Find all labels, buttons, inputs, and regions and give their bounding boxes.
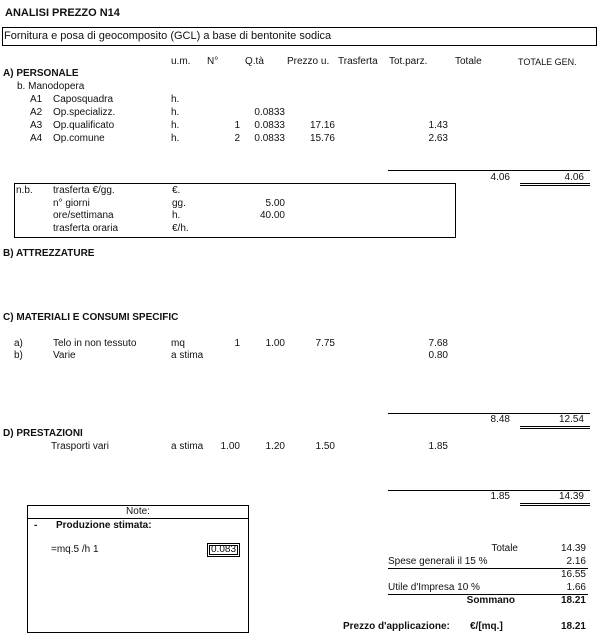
double-underline (520, 426, 590, 429)
header-totale: Totale (455, 56, 482, 67)
item-qta: 1.20 (265, 441, 285, 452)
item-totparz: 1.43 (428, 120, 448, 131)
item-name: Caposquadra (53, 94, 114, 105)
item-name: Op.comune (53, 133, 105, 144)
nb-name: trasferta oraria (53, 222, 119, 234)
item-qta: 0.0833 (254, 107, 285, 118)
item-qta: 0.0833 (254, 133, 285, 144)
nb-um: gg. (172, 197, 186, 209)
description-box: Fornitura e posa di geocomposito (GCL) a… (2, 27, 597, 46)
item-um: a stima (171, 350, 204, 361)
prestazioni-totgen: 14.39 (558, 491, 584, 502)
item-code: A4 (30, 133, 43, 144)
manodopera-label: b. Manodopera (17, 81, 85, 92)
summary-spese: 2.16 (566, 556, 586, 567)
note-value: 0.083 (207, 543, 241, 557)
section-personale: A) PERSONALE (3, 68, 79, 79)
double-underline (520, 503, 590, 506)
summary-utile: 1.66 (566, 582, 586, 593)
nb-um: €. (172, 185, 181, 196)
nb-box: n.b. trasferta €/gg. €. n° giorni gg. 5.00 or… (14, 183, 456, 238)
summary-utile-label: Utile d'Impresa 10 % (388, 582, 480, 593)
summary-sommano: 18.21 (560, 595, 586, 606)
section-prestazioni: D) PRESTAZIONI (3, 428, 83, 439)
header-totgen: TOTALE GEN. (518, 57, 577, 67)
prezzo-applicazione: 18.21 (560, 621, 586, 632)
nb-um: €/h. (172, 222, 189, 234)
note-formula: =mq.5 /h 1 (51, 544, 99, 555)
item-name: Op.specializz. (53, 107, 116, 118)
summary-spese-label: Spese generali il 15 % (388, 556, 488, 567)
divider (388, 170, 590, 171)
nb-um: h. (172, 210, 181, 221)
item-um: h. (171, 133, 180, 144)
note-dash: - (34, 520, 38, 531)
item-name: Trasporti vari (51, 441, 109, 452)
header-prezzo: Prezzo u. (287, 56, 330, 67)
item-name: Op.qualificato (53, 120, 115, 131)
header-trasferta: Trasferta (338, 56, 378, 67)
item-qta: 1.00 (265, 338, 285, 349)
item-code: b) (14, 350, 23, 361)
item-code: a) (14, 338, 23, 349)
item-um: h. (171, 107, 180, 118)
divider (388, 568, 588, 569)
personale-totale: 4.06 (490, 172, 510, 183)
header-qta: Q.tà (245, 56, 264, 67)
materiali-totale: 8.48 (490, 414, 510, 425)
item-totparz: 0.80 (428, 350, 448, 361)
note-title: Produzione stimata: (56, 520, 152, 531)
item-n: 2 (234, 133, 240, 144)
item-totparz: 1.85 (428, 441, 448, 452)
nb-name: trasferta €/gg. (53, 185, 115, 196)
item-totparz: 2.63 (428, 133, 448, 144)
item-code: A2 (30, 107, 43, 118)
prezzo-applicazione-label: Prezzo d'applicazione: (343, 621, 450, 632)
description: Fornitura e posa di geocomposito (GCL) a… (4, 30, 332, 42)
materiali-totgen: 12.54 (558, 414, 584, 425)
nb-name: n° giorni (53, 197, 90, 209)
item-um: mq (171, 338, 185, 349)
note-header: Note: (28, 506, 248, 519)
header-totparz: Tot.parz. (389, 56, 428, 67)
item-um: h. (171, 120, 180, 131)
item-name: Varie (53, 350, 76, 361)
item-code: A1 (30, 94, 43, 105)
personale-totgen: 4.06 (564, 172, 584, 183)
item-prezzo: 1.50 (315, 441, 335, 452)
item-um: h. (171, 94, 180, 105)
section-materiali: C) MATERIALI E CONSUMI SPECIFIC (3, 312, 179, 323)
page-title: ANALISI PREZZO N14 (5, 7, 120, 19)
summary-sommano-label: Sommano (466, 595, 515, 606)
item-prezzo: 17.16 (309, 120, 335, 131)
summary-subtotal: 16.55 (560, 569, 586, 580)
header-n: N° (207, 56, 219, 67)
prestazioni-totale: 1.85 (490, 491, 510, 502)
item-prezzo: 7.75 (315, 338, 335, 349)
nb-value: 40.00 (259, 210, 285, 221)
double-underline (520, 183, 590, 186)
item-um: a stima (171, 441, 204, 452)
section-attrezzature: B) ATTREZZATURE (3, 248, 95, 259)
divider (388, 490, 590, 491)
item-name: Telo in non tessuto (53, 338, 137, 349)
item-n: 1 (234, 338, 240, 349)
prezzo-unit: €/[mq.] (470, 621, 503, 632)
divider (388, 413, 590, 414)
nb-value: 5.00 (265, 197, 285, 209)
header-um: u.m. (171, 56, 191, 67)
nb-name: ore/settimana (53, 210, 114, 221)
item-code: A3 (30, 120, 43, 131)
summary-totale: 14.39 (560, 543, 586, 554)
divider (388, 594, 588, 595)
summary-totale-label: Totale (491, 543, 518, 554)
item-totparz: 7.68 (428, 338, 448, 349)
item-n: 1.00 (220, 441, 240, 452)
note-box: Note: - Produzione stimata: =mq.5 /h 1 0… (27, 505, 249, 633)
item-n: 1 (234, 120, 240, 131)
item-qta: 0.0833 (254, 120, 285, 131)
item-prezzo: 15.76 (309, 133, 335, 144)
nb-label: n.b. (16, 185, 33, 196)
